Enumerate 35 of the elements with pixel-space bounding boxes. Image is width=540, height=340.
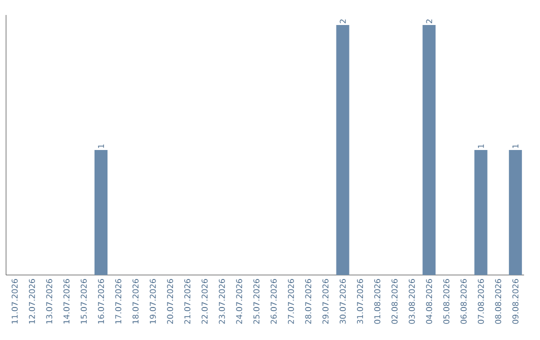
x-tick-label: 16.07.2026: [98, 279, 104, 324]
x-tick-label: 06.08.2026: [460, 279, 467, 324]
data-label: 1: [98, 144, 104, 148]
x-tick-label: 31.07.2026: [356, 279, 364, 324]
x-tick-label: 11.07.2026: [12, 279, 18, 324]
data-label: 1: [512, 144, 518, 148]
x-tick-label: 04.08.2026: [426, 279, 432, 324]
x-tick-label: 17.07.2026: [115, 279, 122, 324]
x-tick-label: 30.07.2026: [340, 279, 346, 324]
x-tick-label: 24.07.2026: [236, 279, 242, 324]
x-tick-label: 27.07.2026: [288, 279, 294, 324]
x-tick-label: 21.07.2026: [184, 279, 190, 324]
data-label: 1: [478, 144, 484, 148]
x-tick-label: 28.07.2026: [305, 279, 312, 324]
x-tick-label: 22.07.2026: [202, 279, 208, 324]
x-tick-label: 20.07.2026: [167, 279, 174, 324]
data-label: 2: [340, 20, 346, 24]
x-tick-label: 02.08.2026: [392, 279, 398, 324]
x-tick-label: 29.07.2026: [322, 279, 328, 324]
data-label: 2: [426, 20, 432, 24]
x-tick-label: 15.07.2026: [80, 279, 87, 324]
x-tick-label: 07.08.2026: [478, 279, 484, 324]
x-tick-label: 18.07.2026: [132, 279, 139, 324]
x-tick-label: 12.07.2026: [28, 279, 35, 324]
x-tick-label: 14.07.2026: [63, 279, 70, 324]
x-tick-label: 13.07.2026: [46, 279, 52, 324]
x-tick-label: 26.07.2026: [270, 279, 277, 324]
x-tick-label: 03.08.2026: [408, 279, 415, 324]
x-tick-label: 09.08.2026: [512, 279, 518, 324]
x-tick-label: 05.08.2026: [443, 279, 450, 324]
x-tick-label: 25.07.2026: [253, 279, 260, 324]
x-tick-label: 08.08.2026: [495, 279, 502, 324]
x-tick-label: 23.07.2026: [218, 279, 225, 324]
x-tick-label: 19.07.2026: [150, 279, 156, 324]
x-tick-label: 01.08.2026: [374, 279, 380, 324]
